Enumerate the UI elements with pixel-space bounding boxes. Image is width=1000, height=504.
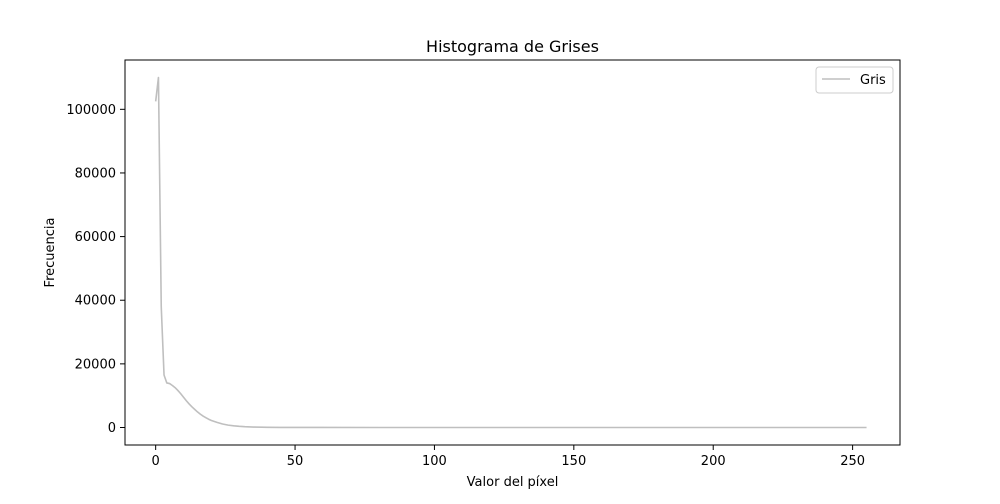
chart-title: Histograma de Grises <box>426 37 599 56</box>
x-tick-label: 200 <box>701 454 726 469</box>
x-tick-label: 50 <box>287 454 304 469</box>
legend-box <box>815 66 894 94</box>
x-tick-label: 0 <box>152 454 160 469</box>
legend: Gris <box>815 66 894 94</box>
legend-label-gris: Gris <box>860 73 886 88</box>
y-tick-label: 100000 <box>66 103 116 118</box>
x-tick-label: 100 <box>422 454 447 469</box>
series-line-gris <box>154 76 867 429</box>
y-tick-label: 80000 <box>75 166 116 181</box>
y-axis-label: Frecuencia <box>43 218 58 288</box>
x-axis-ticks: 0 50 100 150 200 250 <box>152 445 865 469</box>
y-tick-label: 20000 <box>75 357 116 372</box>
y-axis-ticks: 0 20000 40000 60000 80000 100000 <box>66 103 125 436</box>
plot-area <box>124 59 901 446</box>
x-tick-label: 150 <box>561 454 586 469</box>
y-tick-label: 0 <box>108 421 116 436</box>
x-axis-label: Valor del píxel <box>467 475 559 490</box>
x-tick-label: 250 <box>840 454 865 469</box>
y-tick-label: 60000 <box>75 230 116 245</box>
series-layer <box>154 76 867 429</box>
y-tick-label: 40000 <box>75 294 116 309</box>
